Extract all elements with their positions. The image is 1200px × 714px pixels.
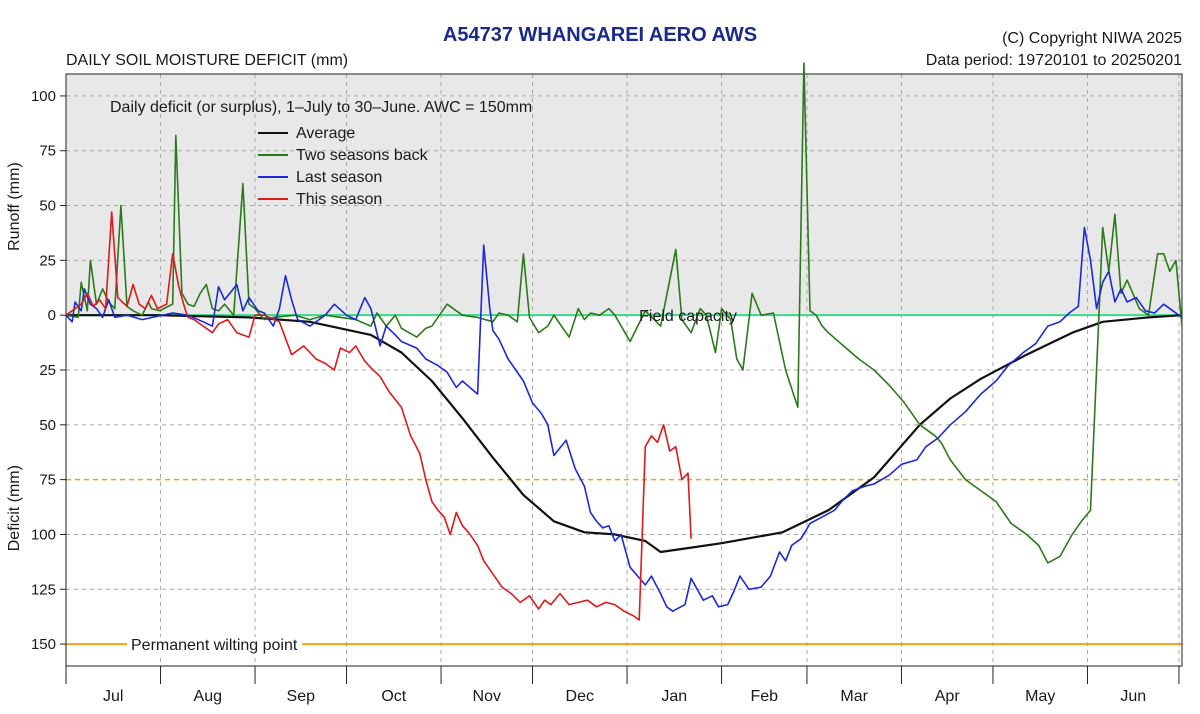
x-tick-label: Sep xyxy=(287,688,316,705)
y-tick-label: 50 xyxy=(39,417,56,434)
x-tick-label: Jun xyxy=(1120,688,1146,705)
y-tick-label: 25 xyxy=(39,362,56,379)
y-tick-label: 0 xyxy=(48,307,56,324)
y-tick-label: 75 xyxy=(39,143,56,160)
x-tick-label: May xyxy=(1025,688,1055,705)
y-tick-label: 150 xyxy=(31,636,56,653)
reference-label-0: Field capacity xyxy=(639,308,737,325)
y-tick-label: 125 xyxy=(31,581,56,598)
x-tick-label: Nov xyxy=(473,688,501,705)
y-axis-label-deficit: Deficit (mm) xyxy=(6,465,23,551)
x-tick-label: Oct xyxy=(381,688,406,705)
x-tick-label: Mar xyxy=(840,688,868,705)
y-axis-label-runoff: Runoff (mm) xyxy=(6,162,23,251)
reference-label-1: Permanent wilting point xyxy=(131,637,298,654)
series-line-0 xyxy=(66,314,1183,554)
series-line-3 xyxy=(65,211,692,621)
y-tick-label: 75 xyxy=(39,472,56,489)
legend-label-3: This season xyxy=(296,191,382,208)
x-tick-label: Jan xyxy=(661,688,687,705)
y-tick-label: 100 xyxy=(31,88,56,105)
x-tick-label: Dec xyxy=(566,688,594,705)
data-period: Data period: 19720101 to 20250201 xyxy=(925,52,1182,69)
x-tick-label: Aug xyxy=(194,688,222,705)
x-tick-label: Apr xyxy=(935,688,961,705)
chart-subtitle: DAILY SOIL MOISTURE DEFICIT (mm) xyxy=(66,52,349,69)
runoff-region xyxy=(66,74,1182,316)
copyright-notice: (C) Copyright NIWA 2025 xyxy=(1002,30,1182,47)
x-tick-label: Feb xyxy=(750,688,778,705)
y-tick-label: 100 xyxy=(31,526,56,543)
series-line-1 xyxy=(65,62,1183,564)
y-tick-label: 25 xyxy=(39,252,56,269)
x-tick-label: Jul xyxy=(103,688,123,705)
legend-label-2: Last season xyxy=(296,169,382,186)
chart-annotation: Daily deficit (or surplus), 1–July to 30… xyxy=(110,99,532,116)
legend-label-0: Average xyxy=(296,125,355,142)
legend-label-1: Two seasons back xyxy=(296,147,429,164)
y-tick-label: 50 xyxy=(39,198,56,215)
chart-title: A54737 WHANGAREI AERO AWS xyxy=(442,24,758,46)
series-line-2 xyxy=(65,226,1183,612)
reference-label-bg xyxy=(127,637,302,655)
